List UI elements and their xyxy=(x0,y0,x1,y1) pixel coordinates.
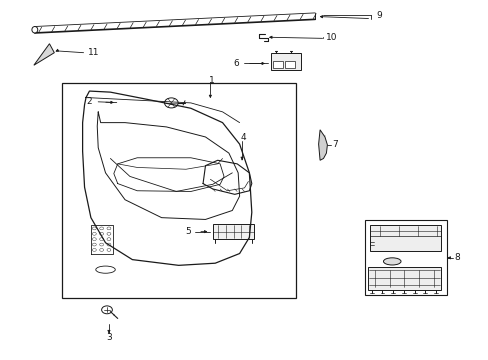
Polygon shape xyxy=(318,130,327,160)
Bar xyxy=(273,60,283,68)
Text: 1: 1 xyxy=(208,76,214,85)
Bar xyxy=(212,224,254,239)
Ellipse shape xyxy=(32,27,38,33)
Bar xyxy=(285,60,294,68)
Text: 5: 5 xyxy=(185,227,190,236)
Text: 10: 10 xyxy=(326,33,337,42)
Bar xyxy=(365,220,447,296)
Bar xyxy=(367,267,440,290)
Bar xyxy=(61,83,295,298)
Text: 9: 9 xyxy=(375,10,381,19)
Text: 6: 6 xyxy=(232,59,238,68)
Text: 7: 7 xyxy=(331,140,337,149)
Bar xyxy=(271,53,300,69)
Text: 3: 3 xyxy=(106,333,112,342)
Text: 4: 4 xyxy=(240,133,246,142)
Text: 11: 11 xyxy=(87,48,99,57)
Polygon shape xyxy=(34,44,54,65)
Text: 2: 2 xyxy=(86,96,92,105)
Text: 8: 8 xyxy=(453,253,459,262)
Bar xyxy=(369,225,441,251)
Ellipse shape xyxy=(96,266,115,273)
Ellipse shape xyxy=(383,258,400,265)
